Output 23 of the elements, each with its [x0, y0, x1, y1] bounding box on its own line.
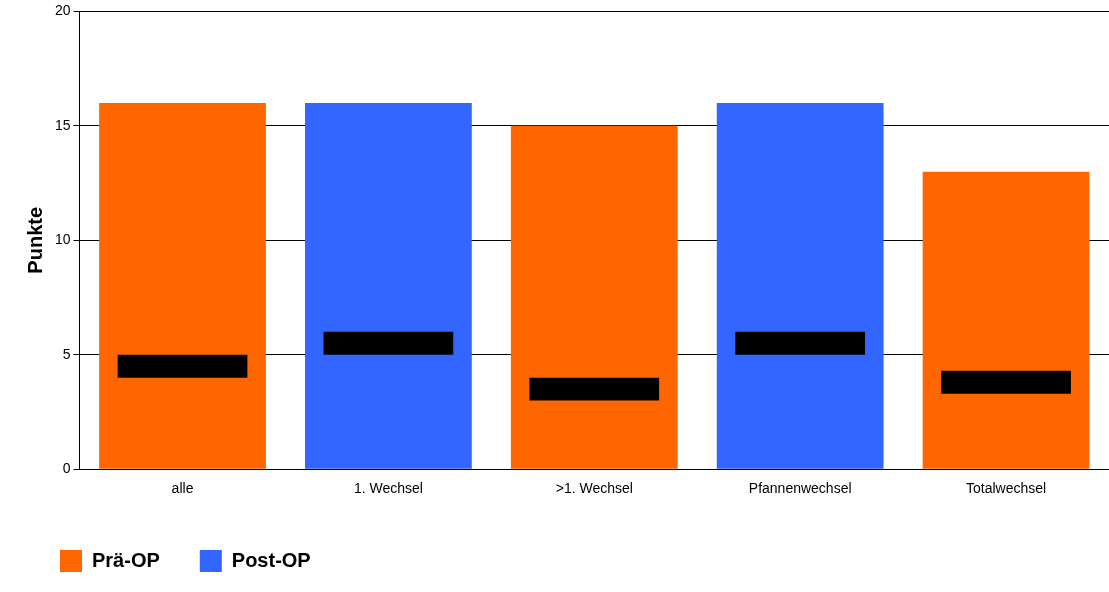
x-tick-label: Pfannenwechsel: [748, 480, 852, 497]
bar: [529, 377, 660, 401]
bar: [735, 331, 866, 355]
y-axis-title: Punkte: [23, 206, 46, 274]
x-tick-label: 1. Wechsel: [353, 480, 423, 497]
y-tick-label: 0: [62, 460, 71, 477]
bar: [716, 102, 884, 469]
bar: [99, 102, 266, 469]
legend-label: Prä-OP: [92, 548, 160, 571]
x-tick-label: >1. Wechsel: [555, 480, 633, 497]
bar: [510, 125, 678, 469]
y-tick-label: 20: [54, 2, 71, 19]
y-tick-label: 5: [62, 345, 71, 362]
bar: [323, 331, 454, 355]
x-tick-label: alle: [171, 480, 194, 497]
bar: [117, 354, 248, 378]
bar: [305, 102, 472, 469]
y-tick-label: 15: [54, 116, 71, 133]
legend-label: Post-OP: [231, 548, 311, 571]
x-tick-label: Totalwechsel: [965, 480, 1047, 497]
bar: [941, 370, 1071, 394]
y-tick-label: 10: [54, 231, 71, 248]
bar: [922, 171, 1090, 469]
